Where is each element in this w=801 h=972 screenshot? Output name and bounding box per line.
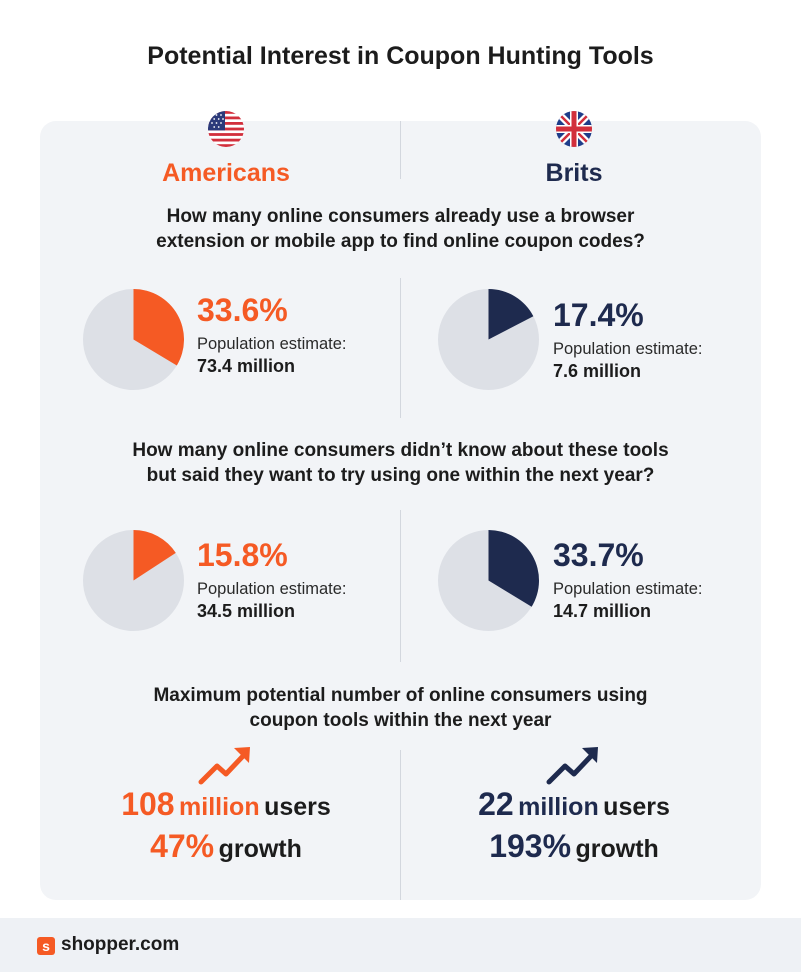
pie-americans-want-to-try xyxy=(83,530,184,631)
trend-up-arrow-icon xyxy=(198,747,250,785)
max-users-unit: million xyxy=(518,793,599,821)
growth-percent: 47% xyxy=(150,828,215,864)
question-1: How many online consumers already use a … xyxy=(60,204,741,254)
question-1-line-1: How many online consumers already use a … xyxy=(166,206,635,227)
growth-label: growth xyxy=(575,835,659,863)
estimate-value-brits-current: 7.6 million xyxy=(553,361,642,381)
estimate-label: Population estimate: xyxy=(197,580,347,598)
estimate-value-brits-try: 14.7 million xyxy=(553,601,652,621)
footer: s shopper.com xyxy=(0,918,801,972)
question-3-line-2: coupon tools within the next year xyxy=(249,710,552,731)
max-users-americans: 108 million users xyxy=(46,786,406,823)
question-1-line-2: extension or mobile app to find online c… xyxy=(156,231,645,252)
stat-americans-try: 15.8% Population estimate: 34.5 million xyxy=(197,537,347,623)
question-2-line-2: but said they want to try using one with… xyxy=(146,465,655,486)
estimate-value-americans-current: 73.4 million xyxy=(197,356,296,376)
stat-americans-current: 33.6% Population estimate: 73.4 million xyxy=(197,292,347,378)
max-users-suffix: users xyxy=(264,793,331,821)
max-users-number: 22 xyxy=(478,786,514,822)
growth-brits: 193% growth xyxy=(394,828,754,865)
percent-brits-try: 33.7% xyxy=(553,537,644,573)
section1-divider xyxy=(400,278,401,418)
us-flag-icon xyxy=(208,111,244,147)
header-divider xyxy=(400,121,401,179)
trend-up-arrow-icon xyxy=(546,747,598,785)
max-users-number: 108 xyxy=(121,786,175,822)
pie-americans-current-users xyxy=(83,289,184,390)
growth-americans: 47% growth xyxy=(46,828,406,865)
section3-divider xyxy=(400,750,401,900)
pie-slice-brits-try xyxy=(488,530,539,607)
question-3: Maximum potential number of online consu… xyxy=(60,683,741,733)
stat-brits-try: 33.7% Population estimate: 14.7 million xyxy=(553,537,703,623)
country-brits: Brits xyxy=(545,159,603,187)
max-users-suffix: users xyxy=(603,793,670,821)
percent-americans-current: 33.6% xyxy=(197,292,288,328)
estimate-label: Population estimate: xyxy=(553,340,703,358)
country-americans: Americans xyxy=(162,159,290,187)
stat-brits-current: 17.4% Population estimate: 7.6 million xyxy=(553,297,703,383)
max-users-brits: 22 million users xyxy=(394,786,754,823)
shopper-logo-icon: s xyxy=(37,937,55,955)
question-3-line-1: Maximum potential number of online consu… xyxy=(153,685,648,706)
estimate-label: Population estimate: xyxy=(197,335,347,353)
estimate-value-americans-try: 34.5 million xyxy=(197,601,296,621)
percent-brits-current: 17.4% xyxy=(553,297,644,333)
pie-slice-americans-current xyxy=(133,289,184,366)
growth-percent: 193% xyxy=(489,828,572,864)
max-users-unit: million xyxy=(179,793,260,821)
page-title: Potential Interest in Coupon Hunting Too… xyxy=(147,42,654,70)
section2-divider xyxy=(400,510,401,662)
percent-americans-try: 15.8% xyxy=(197,537,288,573)
pie-slice-americans-try xyxy=(133,530,176,581)
growth-label: growth xyxy=(218,835,302,863)
question-2: How many online consumers didn’t know ab… xyxy=(60,438,741,488)
pie-brits-want-to-try xyxy=(438,530,539,631)
estimate-label: Population estimate: xyxy=(553,580,703,598)
pie-brits-current-users xyxy=(438,289,539,390)
brand-name[interactable]: shopper.com xyxy=(61,934,180,955)
pie-slice-brits-current xyxy=(488,289,534,340)
uk-flag-icon xyxy=(556,111,592,147)
question-2-line-1: How many online consumers didn’t know ab… xyxy=(132,440,669,461)
